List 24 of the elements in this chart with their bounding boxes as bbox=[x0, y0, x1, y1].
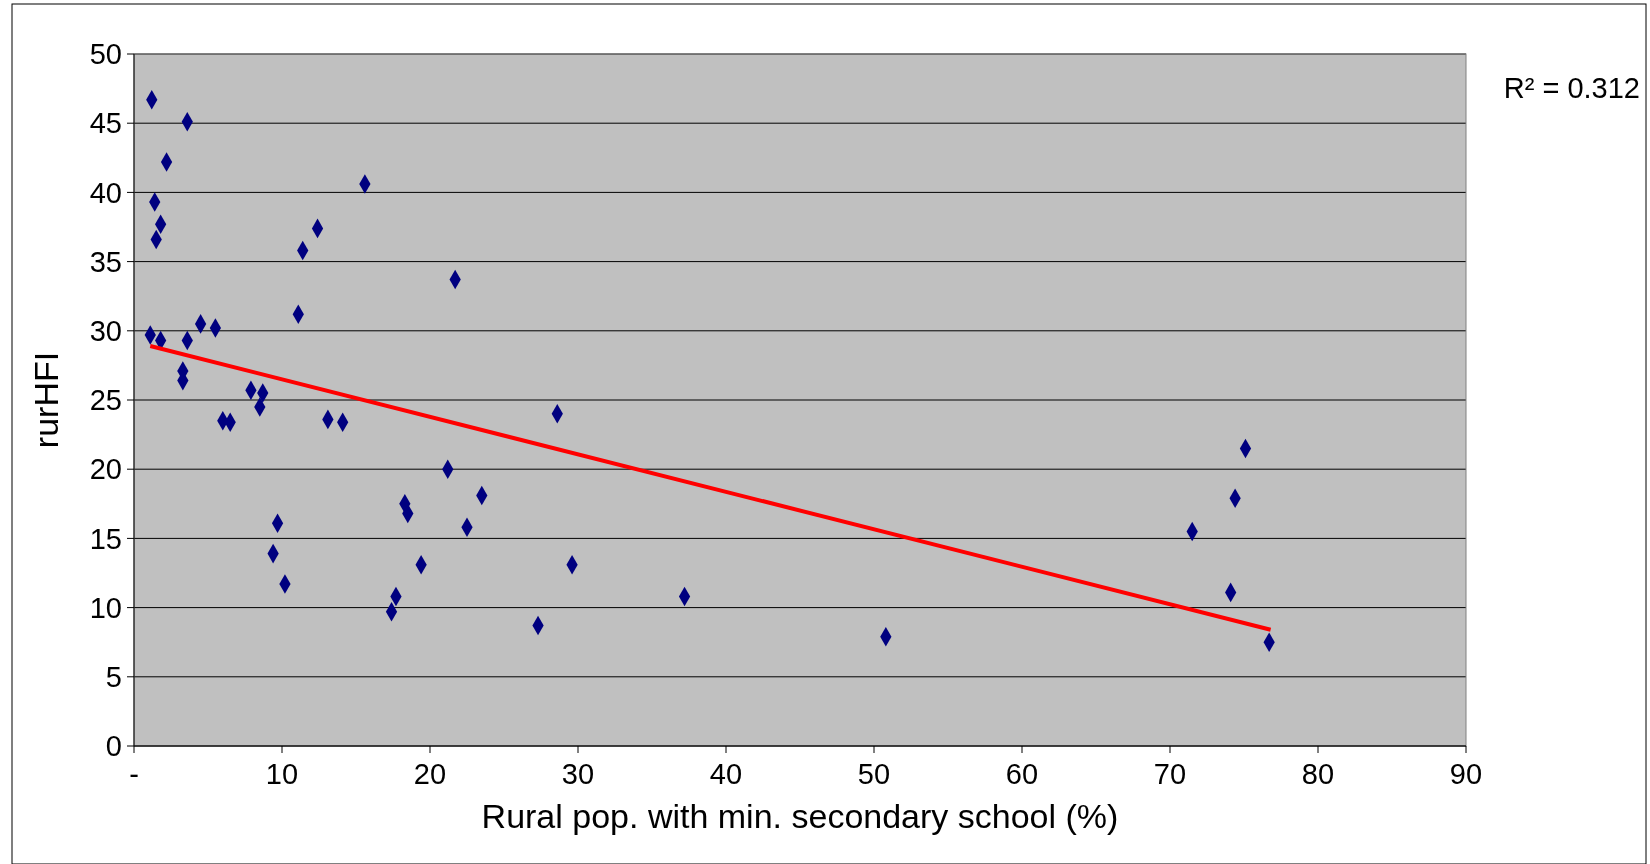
x-tick-label: 70 bbox=[1153, 758, 1187, 790]
y-tick-label: 15 bbox=[89, 522, 122, 555]
y-tick-label: 25 bbox=[89, 384, 122, 417]
y-tick-label: 45 bbox=[89, 107, 122, 140]
y-tick-label: 35 bbox=[89, 245, 122, 278]
x-tick-label: 90 bbox=[1449, 758, 1483, 790]
y-tick-label: 30 bbox=[89, 314, 122, 347]
x-axis-title: Rural pop. with min. secondary school (%) bbox=[481, 797, 1119, 835]
x-tick-label: 40 bbox=[709, 758, 743, 790]
x-tick-label: 60 bbox=[1005, 758, 1039, 790]
x-tick-label: 30 bbox=[561, 758, 595, 790]
y-tick-label: 20 bbox=[89, 453, 122, 486]
y-tick-label: 10 bbox=[89, 591, 122, 624]
y-tick-label: 50 bbox=[89, 38, 122, 71]
y-tick-label: 40 bbox=[89, 176, 122, 209]
x-tick-label: - bbox=[129, 758, 139, 790]
x-tick-label: 20 bbox=[413, 758, 447, 790]
x-tick-label: 80 bbox=[1301, 758, 1335, 790]
x-tick-label: 10 bbox=[265, 758, 299, 790]
y-axis-title: rurHFI bbox=[27, 351, 65, 449]
y-tick-label: 0 bbox=[105, 730, 122, 763]
y-tick-label: 5 bbox=[105, 660, 122, 693]
x-tick-label: 50 bbox=[857, 758, 891, 790]
text: R² = 0.312 bbox=[1503, 72, 1640, 104]
